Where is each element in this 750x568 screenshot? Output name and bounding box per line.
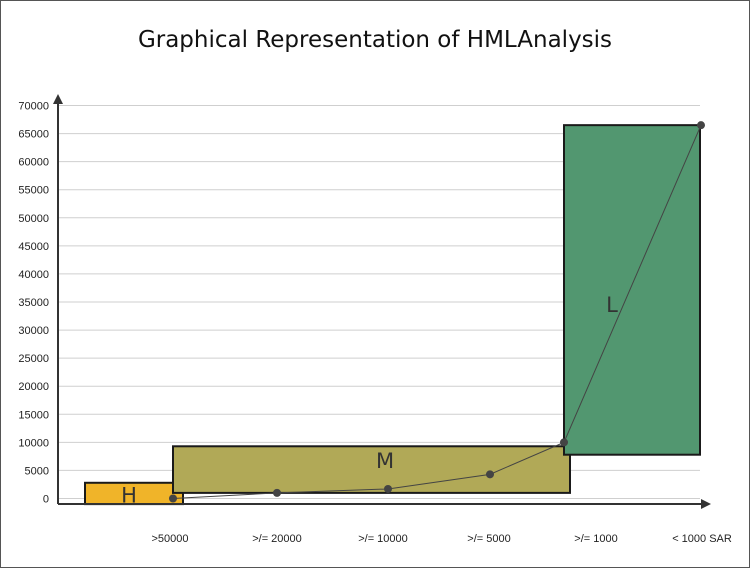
y-tick-label: 25000 — [18, 353, 49, 365]
region-label-m: M — [376, 449, 394, 473]
y-tick-label: 60000 — [18, 157, 49, 169]
y-tick-label: 55000 — [18, 185, 49, 197]
region-label-h: H — [121, 484, 137, 508]
x-tick-label: >/= 20000 — [252, 533, 302, 545]
y-tick-label: 0 — [43, 494, 49, 506]
series-line — [172, 124, 702, 499]
data-point — [273, 488, 281, 497]
chart-title: Graphical Representation of HMLAnalysis — [137, 27, 613, 53]
x-axis-arrow — [701, 499, 711, 509]
y-tick-label: 15000 — [18, 409, 49, 421]
x-tick-label: >/= 10000 — [358, 533, 408, 545]
region-box-m — [172, 445, 571, 494]
data-point — [486, 470, 494, 479]
x-tick-label: >/= 5000 — [467, 533, 510, 545]
y-tick-label: 70000 — [18, 101, 49, 113]
x-tick-label: >50000 — [151, 533, 188, 545]
y-tick-label: 5000 — [25, 465, 49, 477]
y-tick-label: 45000 — [18, 241, 49, 253]
region-label-l: L — [606, 293, 618, 317]
y-tick-label: 40000 — [18, 269, 49, 281]
y-tick-label: 35000 — [18, 297, 49, 309]
y-axis-arrow — [53, 94, 63, 104]
data-point — [169, 494, 177, 503]
y-tick-label: 50000 — [18, 213, 49, 225]
data-point — [697, 121, 705, 130]
y-tick-label: 10000 — [18, 437, 49, 449]
y-tick-label: 65000 — [18, 129, 49, 141]
data-point — [384, 484, 392, 493]
y-tick-label: 30000 — [18, 325, 49, 337]
y-tick-label: 20000 — [18, 381, 49, 393]
x-tick-label: < 1000 SAR — [672, 533, 732, 545]
x-tick-label: >/= 1000 — [574, 533, 617, 545]
data-point — [560, 438, 568, 447]
